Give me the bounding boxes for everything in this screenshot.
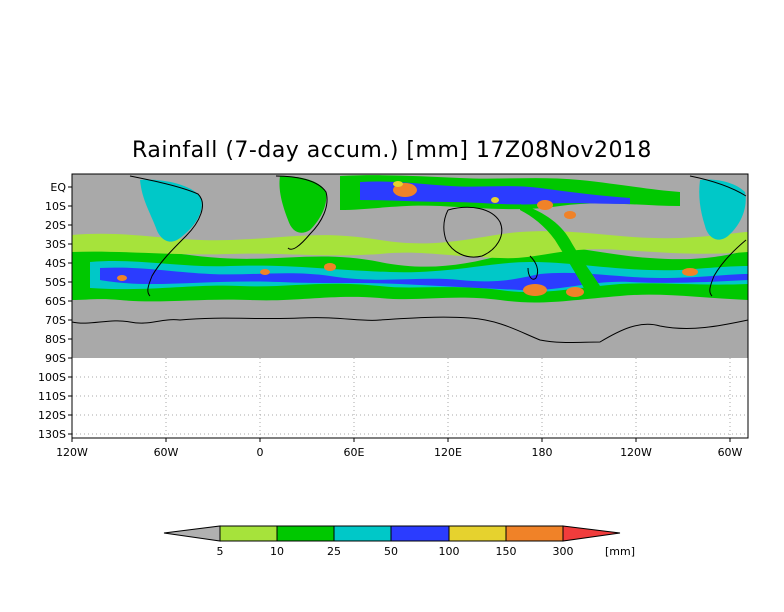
x-tick: 120W [620, 438, 652, 459]
y-tick-label: 20S [45, 219, 66, 232]
y-tick-label: 130S [38, 428, 66, 441]
y-tick-label: 40S [45, 257, 66, 270]
x-tick: 120E [434, 438, 462, 459]
x-tick-label: 0 [257, 446, 264, 459]
coast-new-zealand [527, 255, 539, 280]
y-tick-label: 60S [45, 295, 66, 308]
rain-south-america [140, 179, 202, 242]
y-tick-label: 100S [38, 371, 66, 384]
legend-box [505, 525, 564, 542]
rain-africa [279, 176, 327, 233]
coastlines [71, 175, 749, 343]
coast-south-america [129, 175, 203, 297]
heavy-rain-spot [491, 197, 499, 203]
y-tick-label: 110S [38, 390, 66, 403]
legend-label: 25 [327, 545, 341, 558]
legend-labels: 5 10 25 50 100 150 300 [mm] [217, 545, 636, 558]
legend-unit: [mm] [605, 545, 635, 558]
y-tick: 100S [38, 371, 72, 384]
heavy-rain-spot [260, 269, 270, 275]
y-tick: 110S [38, 390, 72, 403]
legend-label: 300 [553, 545, 574, 558]
legend-label: 50 [384, 545, 398, 558]
y-tick: 80S [45, 333, 72, 346]
x-tick-label: 60W [718, 446, 743, 459]
y-tick-label: 120S [38, 409, 66, 422]
x-tick: 60W [718, 438, 743, 459]
y-tick-label: 90S [45, 352, 66, 365]
legend-label: 100 [439, 545, 460, 558]
heavy-rain-spot [564, 211, 576, 219]
legend-low-arrow [163, 525, 221, 542]
y-tick: 30S [45, 238, 72, 251]
y-tick: 90S [45, 352, 72, 365]
coast-australia [443, 206, 503, 258]
heavy-rain-spot [393, 181, 403, 187]
y-tick-label: 80S [45, 333, 66, 346]
heavy-rain-spot [324, 263, 336, 271]
heavy-rain-spot [523, 284, 547, 296]
heavy-rain-spot [117, 275, 127, 281]
rain-band-blue-south [100, 267, 748, 291]
heavy-rain-spot [566, 287, 584, 297]
y-tick: 120S [38, 409, 72, 422]
x-tick: 0 [257, 438, 264, 459]
coast-south-america-right [689, 175, 747, 297]
y-tick-label: 70S [45, 314, 66, 327]
y-tick: 40S [45, 257, 72, 270]
legend-label: 150 [496, 545, 517, 558]
x-tick: 60W [154, 438, 179, 459]
x-tick-label: 60W [154, 446, 179, 459]
heavy-rain-spot [682, 268, 698, 276]
x-tick-label: 60E [344, 446, 365, 459]
y-tick-label: EQ [50, 181, 66, 194]
legend-box [448, 525, 507, 542]
legend-box [390, 525, 450, 542]
legend-box [219, 525, 278, 542]
y-tick-label: 30S [45, 238, 66, 251]
y-tick: 60S [45, 295, 72, 308]
color-legend [163, 525, 621, 542]
chart-title: Rainfall (7-day accum.) [mm] 17Z08Nov201… [132, 138, 652, 163]
map-frame [71, 173, 749, 439]
legend-high-arrow [562, 525, 621, 542]
y-axis: EQ 10S 20S 30S 40S 50S 60S 70S 80S 90S 1… [38, 181, 72, 441]
x-tick-label: 120W [620, 446, 652, 459]
y-tick: 130S [38, 428, 72, 441]
legend-label: 10 [270, 545, 284, 558]
x-tick-label: 120E [434, 446, 462, 459]
heavy-rain-spot [537, 200, 553, 210]
lower-grid [72, 358, 748, 438]
rain-band-light-south [72, 231, 748, 259]
y-tick: 50S [45, 276, 72, 289]
y-tick-label: 10S [45, 200, 66, 213]
x-tick-label: 180 [532, 446, 553, 459]
legend-label: 5 [217, 545, 224, 558]
y-tick: 70S [45, 314, 72, 327]
x-tick: 180 [532, 438, 553, 459]
coast-antarctica [71, 316, 749, 343]
rain-south-america-right [699, 179, 746, 240]
y-tick: EQ [50, 181, 72, 194]
x-tick: 60E [344, 438, 365, 459]
coast-africa [275, 175, 328, 250]
legend-box [276, 525, 335, 542]
rain-spcz [520, 204, 600, 290]
heavy-rain-spots [117, 181, 698, 297]
y-tick: 20S [45, 219, 72, 232]
rain-band-tropics-blue [360, 181, 630, 205]
x-tick: 120W [56, 438, 88, 459]
x-tick-label: 120W [56, 446, 88, 459]
x-axis: 120W 60W 0 60E 120E 180 120W 60W [56, 438, 743, 459]
y-tick-label: 50S [45, 276, 66, 289]
legend-box [333, 525, 392, 542]
y-tick: 10S [45, 200, 72, 213]
